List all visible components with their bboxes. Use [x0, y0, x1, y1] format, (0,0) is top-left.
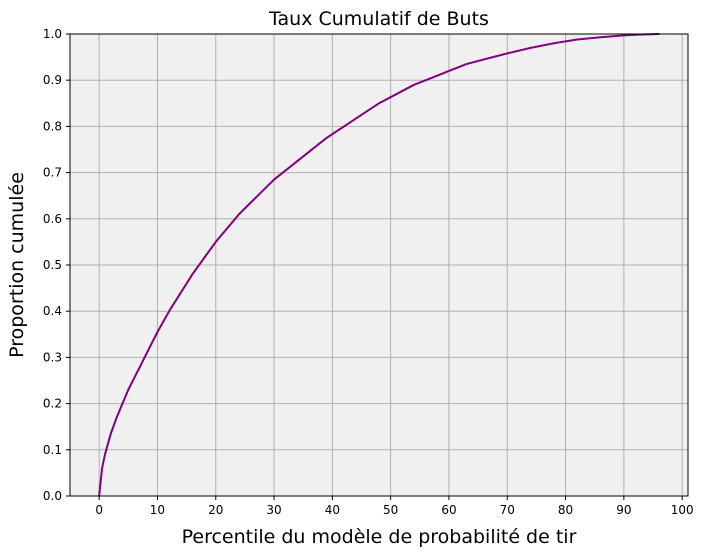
y-tick-label: 0.5	[43, 258, 62, 272]
series-layer	[98, 33, 660, 497]
x-tick-label: 80	[558, 503, 573, 517]
x-tick-label: 40	[325, 503, 340, 517]
x-axis-ticks: 0 10 20 30 40 50 60 70 80 90 100	[95, 496, 694, 517]
y-tick-label: 0.9	[43, 73, 62, 87]
y-tick-label: 0.6	[43, 212, 62, 226]
y-tick-label: 0.7	[43, 166, 62, 180]
x-axis-label: Percentile du modèle de probabilité de t…	[182, 526, 577, 548]
y-tick-label: 0.1	[43, 443, 62, 457]
x-tick-label: 10	[150, 503, 165, 517]
cumulative-line	[98, 33, 660, 497]
x-tick-label: 20	[208, 503, 223, 517]
x-tick-label: 60	[441, 503, 456, 517]
chart-title: Taux Cumulatif de Buts	[268, 8, 489, 30]
y-tick-label: 0.2	[43, 397, 62, 411]
y-axis-label: Proportion cumulée	[6, 172, 28, 358]
x-tick-label: 50	[383, 503, 398, 517]
y-tick-label: 0.4	[43, 304, 62, 318]
x-tick-label: 0	[95, 503, 103, 517]
x-tick-label: 90	[616, 503, 631, 517]
y-tick-label: 0.8	[43, 119, 62, 133]
y-axis-ticks: 0.0 0.1 0.2 0.3 0.4 0.5 0.6 0.7 0.8 0.9 1.0	[43, 27, 70, 503]
x-tick-label: 70	[500, 503, 515, 517]
x-tick-label: 30	[266, 503, 281, 517]
x-tick-label: 100	[671, 503, 694, 517]
y-tick-label: 1.0	[43, 27, 62, 41]
y-tick-label: 0.0	[43, 489, 62, 503]
y-tick-label: 0.3	[43, 350, 62, 364]
